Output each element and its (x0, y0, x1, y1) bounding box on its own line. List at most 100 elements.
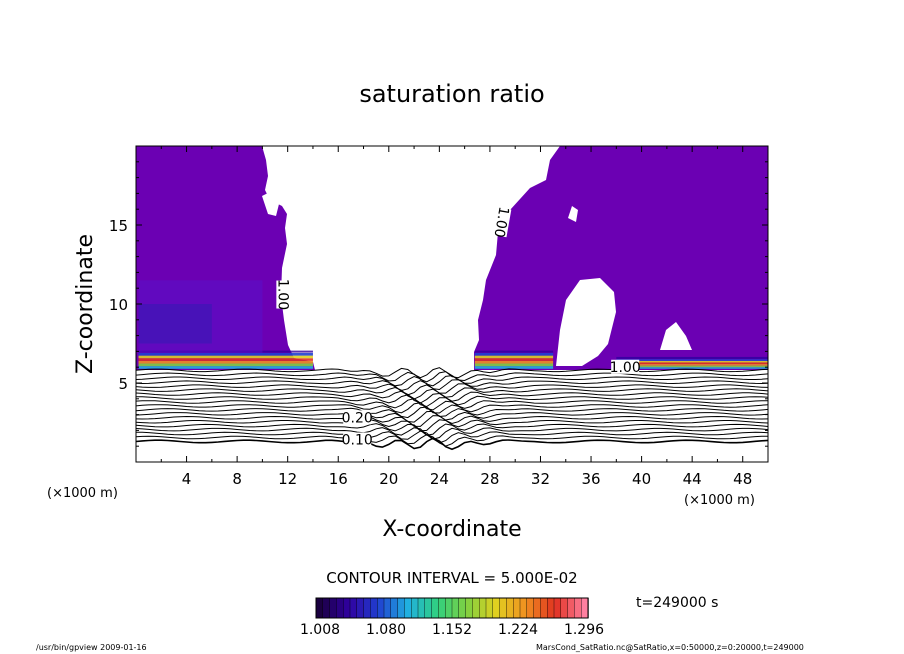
contour-labels: 1.00 1.00 1.00 0.20 0.10 (274, 205, 640, 448)
colorbar-segment-39 (581, 597, 589, 619)
contour-lines (136, 367, 768, 451)
colorbar-tick-labels: 1.008 1.080 1.152 1.224 1.296 (300, 622, 604, 638)
colorbar-segment-32 (533, 597, 542, 619)
colorbar-segment-22 (465, 597, 474, 619)
x-tick-label-8: 8 (232, 470, 242, 488)
chart-title: saturation ratio (359, 80, 544, 108)
colorbar-segment-10 (383, 597, 392, 619)
cloud-base-band-1-5 (474, 352, 554, 356)
contour-label-4: 0.10 (342, 432, 373, 448)
footer-right: MarsCond_SatRatio.nc@SatRatio,x=0:50000,… (536, 643, 804, 652)
cloud-base-band-2-0 (616, 367, 768, 369)
cloud-shade-0 (138, 280, 263, 353)
x-tick-label-48: 48 (733, 470, 752, 488)
x-tick-label-36: 36 (581, 470, 600, 488)
contour-label-bg-1 (492, 207, 512, 238)
colorbar-segment-18 (438, 597, 446, 619)
colorbar-segment-11 (390, 597, 399, 619)
colorbar-segment-27 (499, 597, 508, 619)
cloud-base-band-2-3 (616, 362, 768, 365)
colorbar-segment-16 (424, 597, 433, 619)
colorbar-segment-29 (513, 597, 521, 619)
contour-line-0.95 (136, 371, 768, 383)
contour-label-1: 1.00 (490, 205, 511, 238)
y-axis: 5 10 15 (109, 161, 768, 447)
colorbar-segment-36 (560, 597, 569, 619)
colorbar-segment-1 (322, 597, 331, 619)
contour-label-0: 1.00 (274, 279, 290, 310)
colorbar-tick-label-1: 1.080 (366, 622, 406, 638)
contour-line-1.00 (136, 367, 768, 379)
colorbar-segment-35 (553, 597, 562, 619)
y-tick-label-15: 15 (109, 217, 128, 235)
colorbar-segment-26 (492, 597, 501, 619)
colorbar-segment-15 (417, 597, 426, 619)
colorbar-segment-38 (574, 597, 582, 619)
x-tick-label-12: 12 (278, 470, 297, 488)
contour-label-bg-2 (611, 359, 640, 374)
cloud-base-band-1-4 (474, 355, 554, 359)
contour-line-0.60 (136, 398, 768, 411)
x-tick-label-4: 4 (182, 470, 192, 488)
cloud-base-band-1-2 (474, 360, 554, 364)
x-tick-label-20: 20 (379, 470, 398, 488)
contour-label-bg-4 (343, 432, 372, 447)
unsaturated-pocket-top-left (262, 192, 280, 216)
colorbar-segment-7 (363, 597, 372, 619)
x-unit-right: (×1000 m) (684, 493, 755, 508)
x-tick-label-40: 40 (632, 470, 651, 488)
x-axis: 4 8 12 16 20 24 28 32 36 40 44 48 (160, 146, 752, 488)
contour-line-0.70 (136, 390, 768, 404)
y-axis-label: Z-coordinate (73, 234, 98, 374)
contour-line-0.50 (136, 406, 768, 419)
cloud-base-band-2-2 (616, 364, 768, 366)
x-unit-left: (×1000 m) (47, 486, 118, 501)
cloud-base-band-1-3 (474, 358, 554, 361)
y-tick-label-10: 10 (109, 296, 128, 314)
colorbar-segment-34 (547, 597, 555, 619)
contour-line-0.40 (136, 415, 768, 427)
cloud-base-band-0-5 (138, 352, 313, 356)
colorbar-segment-9 (377, 597, 385, 619)
colorbar-segment-23 (472, 597, 480, 619)
x-tick-label-24: 24 (430, 470, 449, 488)
cloud-base-band-0-2 (138, 360, 313, 364)
contour-line-0.75 (136, 386, 768, 400)
contour-line-0.85 (136, 379, 768, 392)
contour-line-0.80 (136, 383, 768, 396)
cloud-base-band-0-3 (138, 358, 313, 361)
contour-label-bg-0 (276, 280, 291, 309)
colorbar-segment-2 (329, 597, 338, 619)
cloud-base-band-1-1 (474, 363, 554, 367)
cloud-base-band-0-0 (138, 366, 313, 369)
y-tick-label-5: 5 (118, 375, 128, 393)
colorbar-segment-28 (506, 597, 514, 619)
contour-line-0.25 (136, 427, 768, 440)
colorbar-tick-label-2: 1.152 (432, 622, 472, 638)
contour-line-0.35 (136, 419, 768, 432)
colorbar-segment-31 (526, 597, 535, 619)
colorbar-segment-3 (336, 597, 344, 619)
cloud-base-band-2-4 (616, 360, 768, 363)
x-tick-label-44: 44 (683, 470, 702, 488)
colorbar-segment-12 (397, 597, 406, 619)
colorbar (315, 597, 589, 619)
cloud-base-band-2-5 (616, 359, 768, 361)
colorbar-segment-0 (315, 597, 324, 619)
colorbar-tick-label-4: 1.296 (564, 622, 604, 638)
colorbar-segment-13 (404, 597, 412, 619)
contour-line-0.10 (136, 437, 768, 451)
time-label: t=249000 s (636, 595, 718, 611)
cloud-base-bands (138, 280, 768, 369)
colorbar-tick-label-3: 1.224 (498, 622, 538, 638)
colorbar-segment-4 (343, 597, 351, 619)
contour-line-0.65 (136, 394, 768, 408)
contour-label-3: 0.20 (342, 410, 373, 426)
contour-line-0.15 (136, 434, 768, 447)
colorbar-segment-19 (445, 597, 453, 619)
colorbar-segment-24 (479, 597, 487, 619)
contour-interval-text: CONTOUR INTERVAL = 5.000E-02 (326, 569, 577, 587)
x-axis-label: X-coordinate (382, 517, 521, 542)
contour-line-0.20 (136, 430, 768, 444)
